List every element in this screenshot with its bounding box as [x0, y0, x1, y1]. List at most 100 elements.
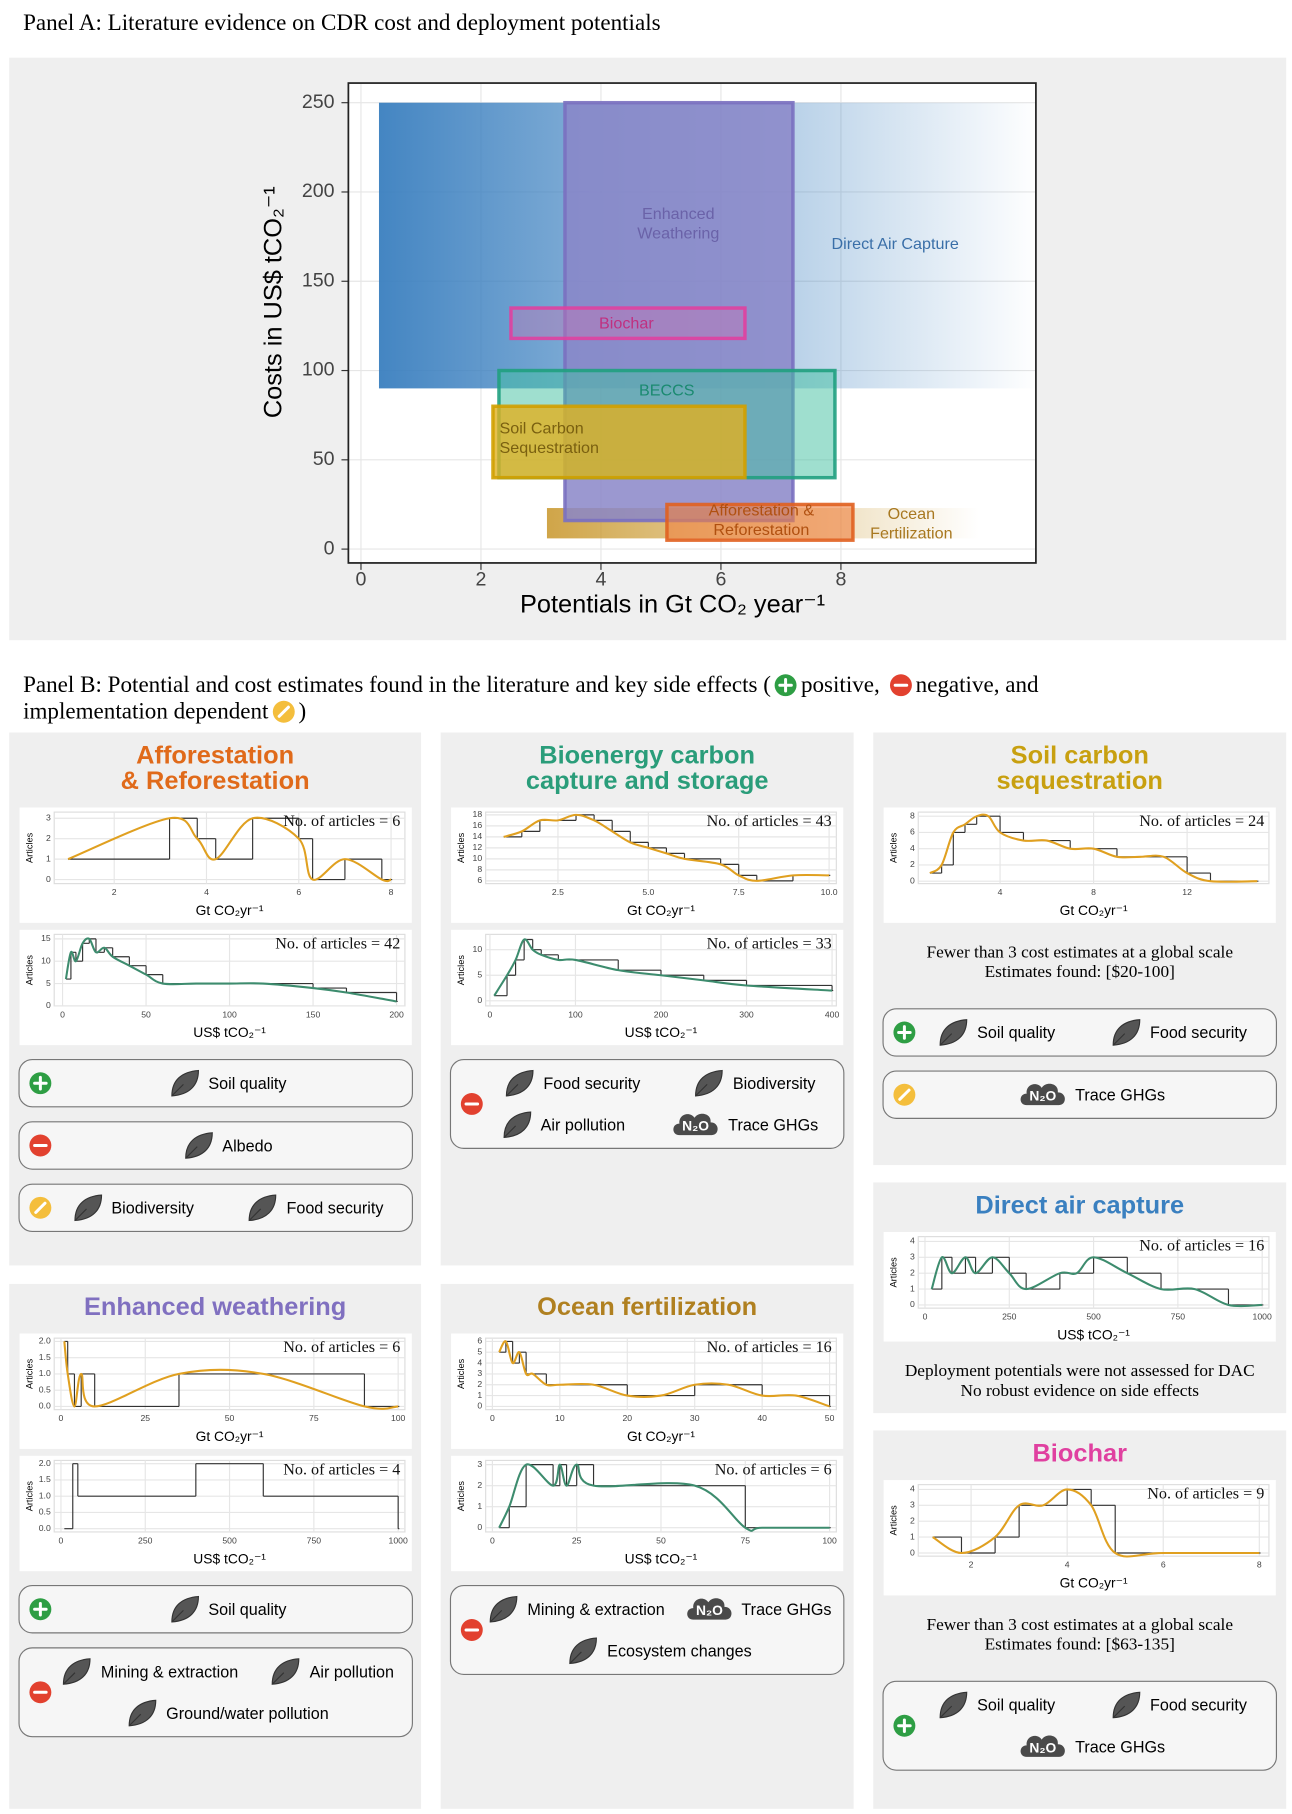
sign-icon [893, 1714, 916, 1737]
article-count: No. of articles = 43 [707, 813, 832, 830]
smooth-curve [498, 1463, 830, 1532]
side-effect: Food security [502, 1066, 640, 1101]
side-effect-label: Albedo [222, 1136, 273, 1155]
panel-title-line: capture and storage [525, 765, 769, 795]
y-axis-label: Articles [24, 1358, 34, 1389]
side-effect-label: Mining & extraction [100, 1662, 239, 1681]
article-count: No. of articles = 24 [1139, 813, 1264, 830]
method-panel: Direct air capture 0 1 2 3 4 0 250 500 750 1000 Art… [873, 1182, 1287, 1414]
panel-title-line: & Reforestation [120, 765, 310, 795]
y-tick-label: 0.0 [38, 1401, 50, 1411]
x-tick-label: 500 [222, 1535, 237, 1545]
side-effect-icon [248, 1194, 277, 1222]
side-effect-label: Soil quality [208, 1073, 287, 1093]
note-block: Fewer than 3 cost estimates at a global … [926, 944, 1233, 983]
method-panel: Enhanced weathering 0.0 0.5 1.0 1.5 2.0 0 25 50 7… [9, 1283, 422, 1809]
side-effect-label: Trace GHGs [1075, 1737, 1166, 1756]
x-tick-label: 25 [140, 1413, 150, 1423]
box-label: Biochar [599, 314, 654, 332]
cloud [1020, 1083, 1065, 1106]
box-label: Enhanced [642, 205, 715, 223]
y-tick-label: 6 [910, 827, 915, 837]
panel-title-line: Biochar [1032, 1438, 1127, 1468]
panel-title: Enhanced weathering [84, 1294, 346, 1319]
y-tick-label: 0 [910, 875, 915, 885]
panel-title-line: Afforestation [136, 740, 295, 770]
article-count: No. of articles = 16 [1139, 1238, 1264, 1255]
smooth-curve [67, 816, 391, 883]
x-axis-label: US$ tCO₂⁻¹ [1057, 1326, 1130, 1341]
x-tick-label: 12 [1182, 887, 1192, 897]
x-tick-label: 100 [390, 1413, 405, 1423]
mini-chart: 0.0 0.5 1.0 1.5 2.0 0 250 500 750 1000 Articles US$… [19, 1455, 412, 1572]
y-axis-label: Articles [24, 832, 34, 863]
side-effect-icon [503, 1111, 531, 1139]
x-tick-label: 2 [969, 1560, 974, 1570]
side-effect-group: Soil quality [17, 1058, 413, 1108]
y-tick-label: 2 [477, 1480, 482, 1490]
x-tick-label: 0 [58, 1413, 63, 1423]
y-tick-label: 1 [477, 1390, 482, 1400]
side-effect: N₂O Trace GHGs [684, 1592, 832, 1627]
x-tick-label: 50 [141, 1009, 151, 1019]
y-tick-label: 3 [477, 1459, 482, 1469]
side-effect: Biodiversity [691, 1066, 815, 1101]
note-block: Deployment potentials were not assessed … [905, 1362, 1255, 1401]
side-effect-icon [73, 1194, 102, 1222]
cloud-text: N₂O [682, 1118, 709, 1134]
mini-chart: 0 1 2 3 4 0 250 500 750 1000 Articles US$ tCO₂⁻¹ No.… [883, 1232, 1276, 1342]
article-count: No. of articles = 4 [283, 1462, 400, 1479]
y-tick-label: 8 [910, 810, 915, 820]
side-effect-icon [939, 1691, 968, 1719]
x-tick-label: 250 [137, 1535, 152, 1545]
heading-text: negative, and implementation dependent [23, 672, 1039, 725]
side-effect-label: Trace GHGs [741, 1600, 832, 1619]
x-tick-label: 100 [822, 1535, 837, 1545]
side-effect: Air pollution [499, 1107, 625, 1142]
plot-area [917, 1484, 1270, 1557]
x-tick-label: 8 [388, 887, 393, 897]
y-tick-label: 8 [477, 864, 482, 874]
side-effect-items: Soil quality Food security N₂O Trace GHGs [916, 1688, 1267, 1764]
y-axis-label: Articles [888, 1257, 898, 1288]
side-effect-items: Mining & extraction N₂O Trace GHGs Ecosyste… [483, 1592, 834, 1668]
side-effect-icon [170, 1595, 199, 1623]
x-axis-label: Gt CO₂yr⁻¹ [627, 902, 695, 918]
y-tick-label: 0 [324, 537, 335, 559]
smooth-curve [64, 937, 397, 1003]
panel-title: Soil carbon sequestration [997, 742, 1163, 794]
x-tick-label: 0 [58, 1535, 63, 1545]
y-tick-label: 1 [910, 1531, 915, 1541]
x-tick-label: 6 [715, 568, 726, 590]
panel-title-line: Bioenergy carbon [539, 740, 756, 770]
y-tick-label: 1.0 [38, 1368, 50, 1378]
x-tick-label: 0 [490, 1413, 495, 1423]
x-tick-label: 50 [656, 1535, 666, 1545]
article-count: No. of articles = 6 [283, 813, 400, 830]
side-effect: Soil quality [167, 1592, 286, 1627]
icon-shape [939, 1019, 968, 1046]
y-tick-label: 3 [45, 813, 50, 823]
x-axis-label: US$ tCO₂⁻¹ [625, 1024, 698, 1040]
x-axis-label: US$ tCO₂⁻¹ [193, 1024, 266, 1040]
x-axis-label: Gt CO₂yr⁻¹ [195, 902, 263, 918]
y-tick-label: 200 [302, 180, 335, 202]
panel-title: Ocean fertilization [537, 1294, 757, 1319]
x-tick-label: 7.5 [733, 887, 745, 897]
x-tick-label: 750 [1171, 1312, 1186, 1322]
y-axis-label: Articles [24, 1481, 34, 1512]
side-effect: N₂O Trace GHGs [670, 1107, 818, 1142]
range-box [665, 502, 855, 542]
side-effect-group: Albedo [17, 1121, 413, 1170]
y-tick-label: 4 [910, 1236, 915, 1246]
y-axis-label: Articles [456, 832, 466, 863]
note-line: Fewer than 3 cost estimates at a global … [926, 943, 1234, 963]
side-effect: Soil quality [936, 1015, 1055, 1050]
side-effect: Air pollution [268, 1654, 394, 1689]
note-line: Fewer than 3 cost estimates at a global … [926, 1616, 1234, 1635]
sign-icon [893, 1021, 916, 1044]
